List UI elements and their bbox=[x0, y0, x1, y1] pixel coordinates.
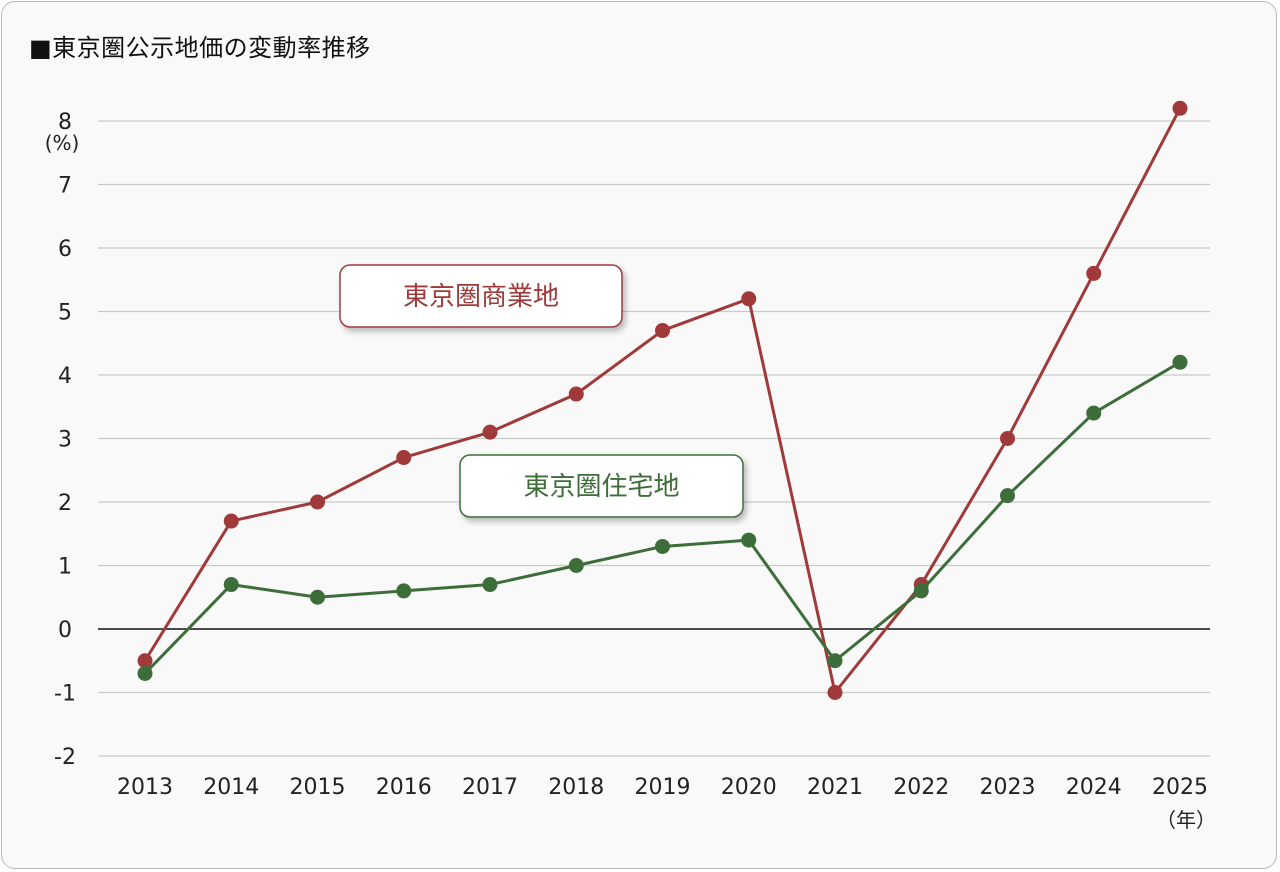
data-point bbox=[655, 323, 670, 339]
y-tick-label: 6 bbox=[58, 237, 72, 262]
y-tick-label: 3 bbox=[58, 428, 72, 453]
data-point bbox=[310, 589, 325, 605]
data-point bbox=[741, 291, 757, 307]
data-point bbox=[223, 513, 239, 529]
data-point bbox=[913, 583, 929, 599]
y-tick-label: 1 bbox=[58, 555, 72, 580]
x-tick-label: 2022 bbox=[893, 775, 949, 800]
data-point bbox=[482, 577, 498, 593]
data-point bbox=[1172, 354, 1188, 370]
series-label: 東京圏住宅地 bbox=[523, 472, 679, 502]
data-point bbox=[396, 450, 412, 466]
label-box-frame bbox=[459, 454, 744, 518]
data-point bbox=[827, 653, 843, 669]
x-axis-ticks: 2013 2014 2015 2016 2017 2018 2019 2020 2021 2022… bbox=[117, 775, 1208, 800]
series-line bbox=[143, 361, 1181, 675]
data-point bbox=[310, 494, 325, 510]
x-tick-label: 2018 bbox=[548, 775, 604, 800]
series-line bbox=[143, 107, 1182, 694]
y-axis-unit: (%) bbox=[45, 131, 80, 155]
data-point bbox=[1086, 265, 1102, 281]
data-point bbox=[1000, 488, 1015, 504]
data-point bbox=[568, 558, 584, 573]
data-point bbox=[827, 685, 843, 700]
y-tick-label: 0 bbox=[58, 618, 72, 643]
x-tick-label: 2017 bbox=[462, 775, 518, 800]
x-tick-label: 2016 bbox=[376, 775, 432, 800]
x-tick-label: 2021 bbox=[807, 775, 863, 800]
y-tick-label: -2 bbox=[54, 745, 76, 770]
y-tick-label: 8 bbox=[58, 110, 72, 135]
data-point bbox=[741, 532, 757, 548]
x-tick-label: 2025 bbox=[1152, 775, 1208, 800]
series-2 bbox=[137, 354, 1188, 681]
x-tick-label: 2019 bbox=[635, 775, 691, 800]
x-tick-label: 2013 bbox=[117, 775, 173, 800]
label-box-frame bbox=[339, 264, 623, 328]
data-point bbox=[1000, 431, 1015, 446]
series-label-box: 東京圏商業地 bbox=[339, 264, 623, 328]
data-point bbox=[568, 386, 584, 402]
chart-title: ■東京圏公示地価の変動率推移 bbox=[29, 34, 371, 62]
series-label-box: 東京圏住宅地 bbox=[459, 454, 744, 518]
data-point bbox=[396, 583, 412, 599]
x-axis-unit: （年） bbox=[1156, 808, 1216, 832]
series-label: 東京圏商業地 bbox=[403, 282, 559, 312]
data-point bbox=[137, 665, 153, 681]
data-point bbox=[137, 653, 153, 669]
data-point bbox=[223, 577, 239, 593]
x-tick-label: 2024 bbox=[1066, 775, 1122, 800]
y-tick-label: 7 bbox=[58, 174, 72, 199]
data-point bbox=[1086, 405, 1102, 421]
y-tick-label: 4 bbox=[58, 364, 72, 389]
data-point bbox=[655, 538, 670, 554]
x-tick-label: 2020 bbox=[721, 775, 777, 800]
gridlines bbox=[98, 120, 1210, 757]
data-point bbox=[482, 424, 498, 440]
y-tick-label: 2 bbox=[58, 491, 72, 516]
x-tick-label: 2014 bbox=[203, 775, 259, 800]
data-point bbox=[1172, 100, 1188, 116]
y-tick-label: 5 bbox=[58, 301, 72, 326]
y-tick-label: -1 bbox=[54, 682, 76, 707]
x-tick-label: 2023 bbox=[980, 775, 1036, 800]
x-tick-label: 2015 bbox=[290, 775, 346, 800]
y-axis-ticks: 8 7 6 5 4 3 2 1 0 -1 -2 bbox=[54, 110, 76, 770]
series-1 bbox=[137, 100, 1188, 700]
series-lines bbox=[137, 100, 1188, 700]
